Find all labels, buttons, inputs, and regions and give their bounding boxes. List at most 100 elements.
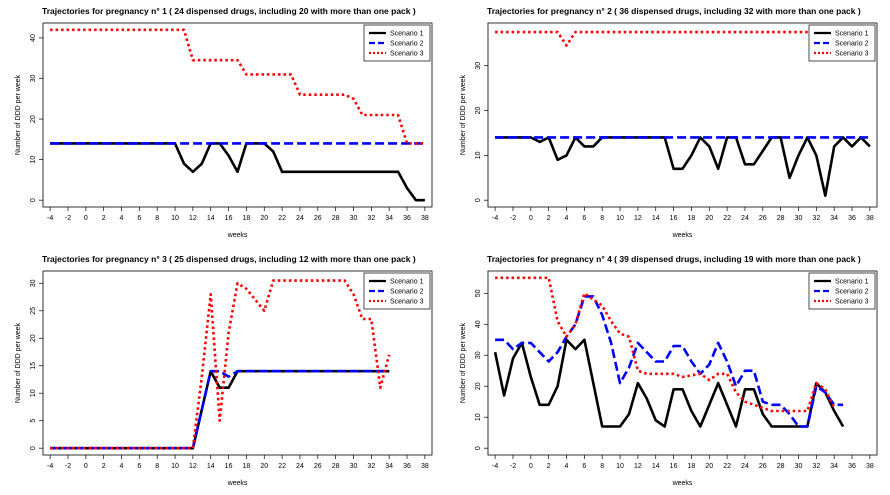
x-tick-label: 30 [795, 215, 803, 222]
x-tick-label: 28 [332, 215, 340, 222]
y-axis-label: Number of DDD per week [460, 74, 467, 155]
x-tick-label: 8 [600, 215, 604, 222]
x-tick-label: 38 [421, 215, 429, 222]
y-axis-label: Number of DDD per week [15, 74, 22, 155]
y-tick-label: 10 [30, 389, 37, 397]
plot-frame [42, 22, 433, 208]
x-tick-label: 6 [582, 463, 586, 470]
x-tick-label: 14 [207, 215, 215, 222]
x-axis-label: weeks [227, 480, 248, 487]
y-tick-label: 5 [30, 419, 37, 423]
y-tick-label: 30 [475, 62, 482, 70]
x-tick-label: 26 [314, 215, 322, 222]
x-tick-label: 38 [866, 215, 874, 222]
x-tick-label: 8 [155, 463, 159, 470]
x-tick-label: 10 [616, 463, 624, 470]
x-tick-label: 26 [759, 215, 767, 222]
y-tick-label: 40 [30, 34, 37, 42]
x-tick-label: 36 [848, 463, 856, 470]
y-tick-label: 25 [30, 307, 37, 315]
plot-frame [487, 270, 878, 456]
y-tick-label: 10 [475, 413, 482, 421]
x-tick-label: 28 [777, 463, 785, 470]
x-tick-label: 34 [830, 215, 838, 222]
x-tick-label: 36 [403, 215, 411, 222]
x-tick-label: 4 [565, 463, 569, 470]
x-tick-label: 32 [812, 215, 820, 222]
x-tick-label: 34 [830, 463, 838, 470]
x-tick-label: 12 [634, 463, 642, 470]
x-tick-label: 36 [848, 215, 856, 222]
x-tick-label: 32 [812, 463, 820, 470]
x-tick-label: 4 [565, 215, 569, 222]
x-tick-label: -4 [492, 215, 498, 222]
plot-frame [42, 270, 433, 456]
x-tick-label: 16 [670, 463, 678, 470]
y-tick-label: 0 [30, 198, 37, 202]
x-tick-label: 14 [652, 215, 660, 222]
x-tick-label: 10 [616, 215, 624, 222]
y-tick-label: 30 [30, 279, 37, 287]
legend-label: Scenario 3 [390, 51, 424, 58]
x-tick-label: 18 [243, 215, 251, 222]
x-tick-label: 30 [350, 215, 358, 222]
legend-label: Scenario 3 [835, 299, 869, 306]
x-tick-label: -2 [510, 215, 516, 222]
x-tick-label: 24 [296, 215, 304, 222]
x-tick-label: 20 [260, 215, 268, 222]
x-tick-label: -2 [65, 215, 71, 222]
x-tick-label: -2 [510, 463, 516, 470]
x-tick-label: 36 [403, 463, 411, 470]
legend-label: Scenario 1 [835, 279, 869, 286]
y-tick-label: 50 [475, 289, 482, 297]
x-tick-label: 2 [102, 215, 106, 222]
legend-label: Scenario 3 [835, 51, 869, 58]
x-tick-label: 12 [634, 215, 642, 222]
chart-title: Trajectories for pregnancy n° 1 ( 24 dis… [42, 6, 416, 16]
x-tick-label: 18 [243, 463, 251, 470]
x-tick-label: 12 [189, 463, 197, 470]
y-tick-label: 40 [475, 320, 482, 328]
y-tick-label: 20 [475, 107, 482, 115]
x-tick-label: 4 [120, 215, 124, 222]
chart-panel-4: Trajectories for pregnancy n° 4 ( 39 dis… [445, 248, 890, 495]
y-tick-label: 0 [475, 446, 482, 450]
y-tick-label: 20 [30, 334, 37, 342]
y-tick-label: 30 [475, 351, 482, 359]
series-line-scenario-3 [50, 28, 425, 145]
y-tick-label: 10 [30, 156, 37, 164]
y-tick-label: 20 [30, 115, 37, 123]
x-tick-label: 6 [137, 215, 141, 222]
legend-label: Scenario 2 [390, 289, 424, 296]
legend-label: Scenario 1 [390, 31, 424, 38]
x-tick-label: 12 [189, 215, 197, 222]
legend-label: Scenario 1 [835, 31, 869, 38]
x-tick-label: -2 [65, 463, 71, 470]
x-tick-label: 6 [582, 215, 586, 222]
y-tick-label: 15 [30, 362, 37, 370]
x-tick-label: 8 [600, 463, 604, 470]
x-tick-label: 0 [529, 215, 533, 222]
x-tick-label: 16 [225, 463, 233, 470]
y-tick-label: 20 [475, 382, 482, 390]
x-tick-label: 8 [155, 215, 159, 222]
x-tick-label: 14 [207, 463, 215, 470]
x-tick-label: 30 [795, 463, 803, 470]
x-tick-label: 26 [314, 463, 322, 470]
x-tick-label: 2 [547, 463, 551, 470]
x-tick-label: 2 [102, 463, 106, 470]
legend-label: Scenario 2 [390, 41, 424, 48]
x-tick-label: -4 [47, 463, 53, 470]
x-axis-label: weeks [227, 232, 248, 239]
x-tick-label: 28 [332, 463, 340, 470]
x-axis-label: weeks [672, 232, 693, 239]
series-line-scenario-2 [50, 369, 390, 450]
series-line-scenario-3 [495, 276, 836, 413]
chart-svg: -4 -2 0 2 4 6 8 10 12 14 16 18 20 22 24 26 28 30 32 34 36 380… [460, 22, 878, 239]
x-tick-label: 34 [385, 215, 393, 222]
chart-panel-1: Trajectories for pregnancy n° 1 ( 24 dis… [0, 0, 445, 247]
x-tick-label: 22 [278, 215, 286, 222]
x-tick-label: 24 [741, 463, 749, 470]
x-tick-label: 18 [688, 215, 696, 222]
x-tick-label: 16 [670, 215, 678, 222]
